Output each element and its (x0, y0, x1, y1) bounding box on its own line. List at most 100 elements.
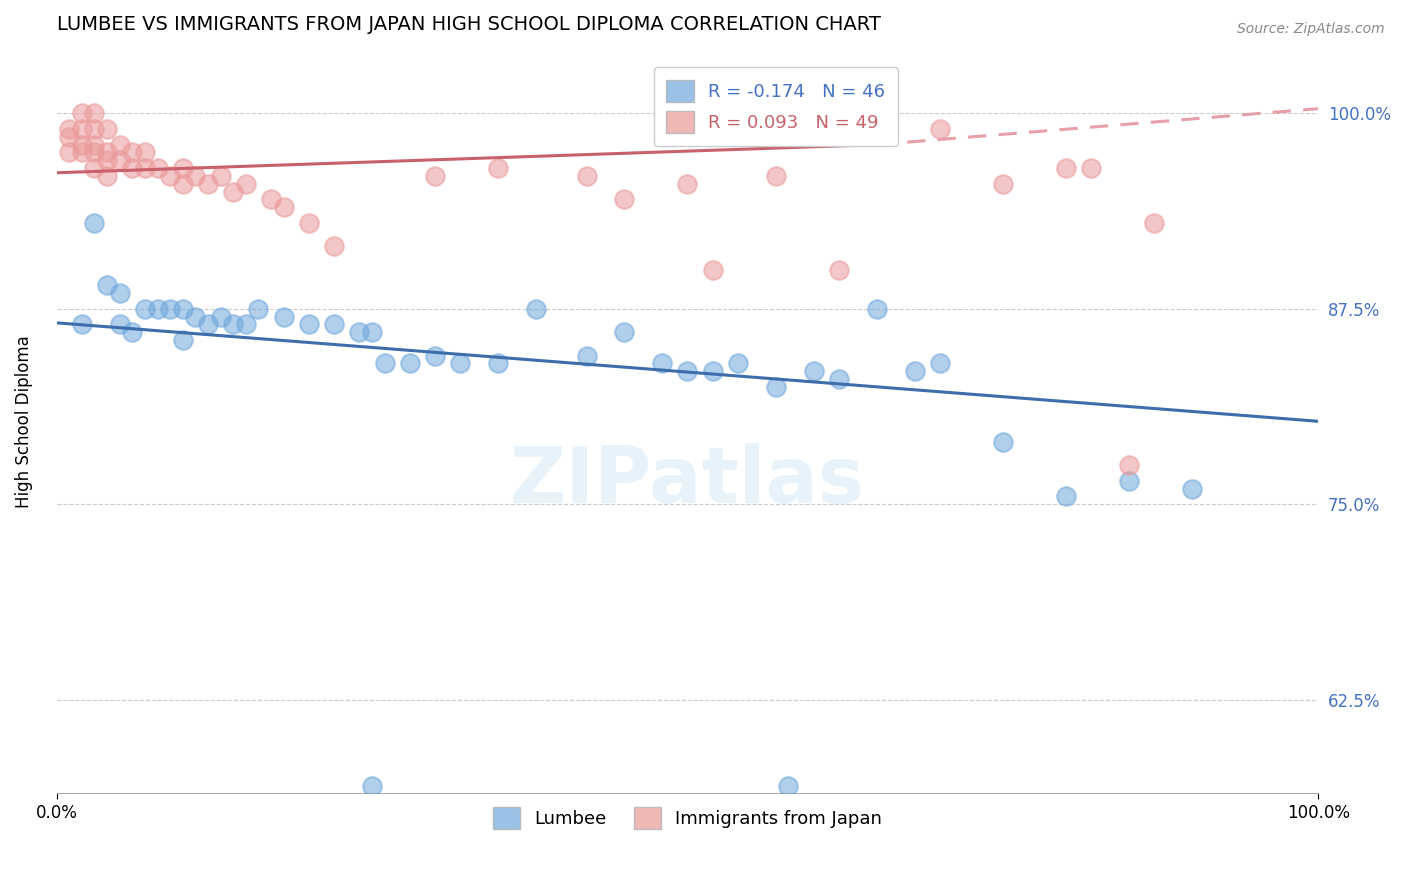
Point (134, 161, 156, 175)
Point (83, 122, 105, 136)
Point (323, 239, 346, 253)
Point (727, 356, 749, 370)
Point (83, 137, 105, 152)
Point (172, 301, 194, 316)
Point (159, 301, 181, 316)
Point (1080, 161, 1102, 175)
Point (83, 161, 105, 175)
Point (83, 216, 105, 230)
Point (575, 349, 598, 363)
Point (765, 380, 787, 394)
Point (1054, 489, 1077, 503)
Point (298, 216, 321, 230)
Point (991, 177, 1014, 191)
Point (70, 106, 93, 120)
Point (70, 122, 93, 136)
Point (235, 318, 257, 332)
Point (449, 356, 471, 370)
Point (108, 137, 131, 152)
Point (70, 145, 93, 160)
Point (524, 301, 547, 316)
Point (209, 169, 232, 183)
Point (108, 286, 131, 301)
Point (903, 364, 925, 378)
Point (96, 278, 118, 293)
Point (828, 372, 851, 386)
Point (803, 364, 825, 378)
Point (349, 325, 371, 339)
Point (399, 356, 422, 370)
Point (676, 177, 699, 191)
Point (676, 364, 699, 378)
Point (146, 161, 169, 175)
Point (928, 122, 950, 136)
Point (778, 779, 800, 793)
Point (222, 318, 245, 332)
Point (58, 129, 80, 144)
Point (58, 122, 80, 136)
Point (247, 301, 270, 316)
Text: LUMBEE VS IMMIGRANTS FROM JAPAN HIGH SCHOOL DIPLOMA CORRELATION CHART: LUMBEE VS IMMIGRANTS FROM JAPAN HIGH SCH… (56, 15, 880, 34)
Point (423, 349, 446, 363)
Point (651, 356, 673, 370)
Point (58, 145, 80, 160)
Point (1181, 482, 1204, 496)
Point (146, 301, 169, 316)
Point (323, 318, 346, 332)
Point (991, 434, 1014, 449)
Point (486, 161, 509, 175)
Point (702, 364, 724, 378)
Point (134, 301, 156, 316)
Point (184, 169, 207, 183)
Y-axis label: High School Diploma: High School Diploma (15, 335, 32, 508)
Point (197, 177, 219, 191)
Point (866, 301, 889, 316)
Point (222, 185, 245, 199)
Point (172, 333, 194, 347)
Point (1143, 216, 1166, 230)
Point (613, 325, 636, 339)
Point (828, 262, 851, 277)
Point (197, 318, 219, 332)
Point (273, 310, 295, 324)
Point (298, 318, 321, 332)
Point (765, 169, 787, 183)
Point (96, 153, 118, 168)
Point (96, 169, 118, 183)
Point (134, 145, 156, 160)
Point (159, 169, 181, 183)
Point (1118, 458, 1140, 472)
Point (209, 310, 232, 324)
Point (172, 161, 194, 175)
Point (96, 145, 118, 160)
Point (96, 122, 118, 136)
Text: ZIPatlas: ZIPatlas (510, 443, 865, 519)
Point (928, 356, 950, 370)
Point (108, 153, 131, 168)
Point (486, 356, 509, 370)
Point (83, 106, 105, 120)
Point (273, 200, 295, 214)
Point (1054, 161, 1077, 175)
Point (108, 318, 131, 332)
Point (1118, 474, 1140, 488)
Point (613, 192, 636, 206)
Point (361, 325, 384, 339)
Point (184, 310, 207, 324)
Point (575, 169, 598, 183)
Point (70, 318, 93, 332)
Legend: Lumbee, Immigrants from Japan: Lumbee, Immigrants from Japan (485, 800, 890, 837)
Point (70, 137, 93, 152)
Point (83, 145, 105, 160)
Point (121, 325, 143, 339)
Point (172, 177, 194, 191)
Point (361, 779, 384, 793)
Point (702, 262, 724, 277)
Text: Source: ZipAtlas.com: Source: ZipAtlas.com (1237, 22, 1385, 37)
Point (235, 177, 257, 191)
Point (121, 161, 143, 175)
Point (121, 145, 143, 160)
Point (423, 169, 446, 183)
Point (374, 356, 396, 370)
Point (260, 192, 283, 206)
